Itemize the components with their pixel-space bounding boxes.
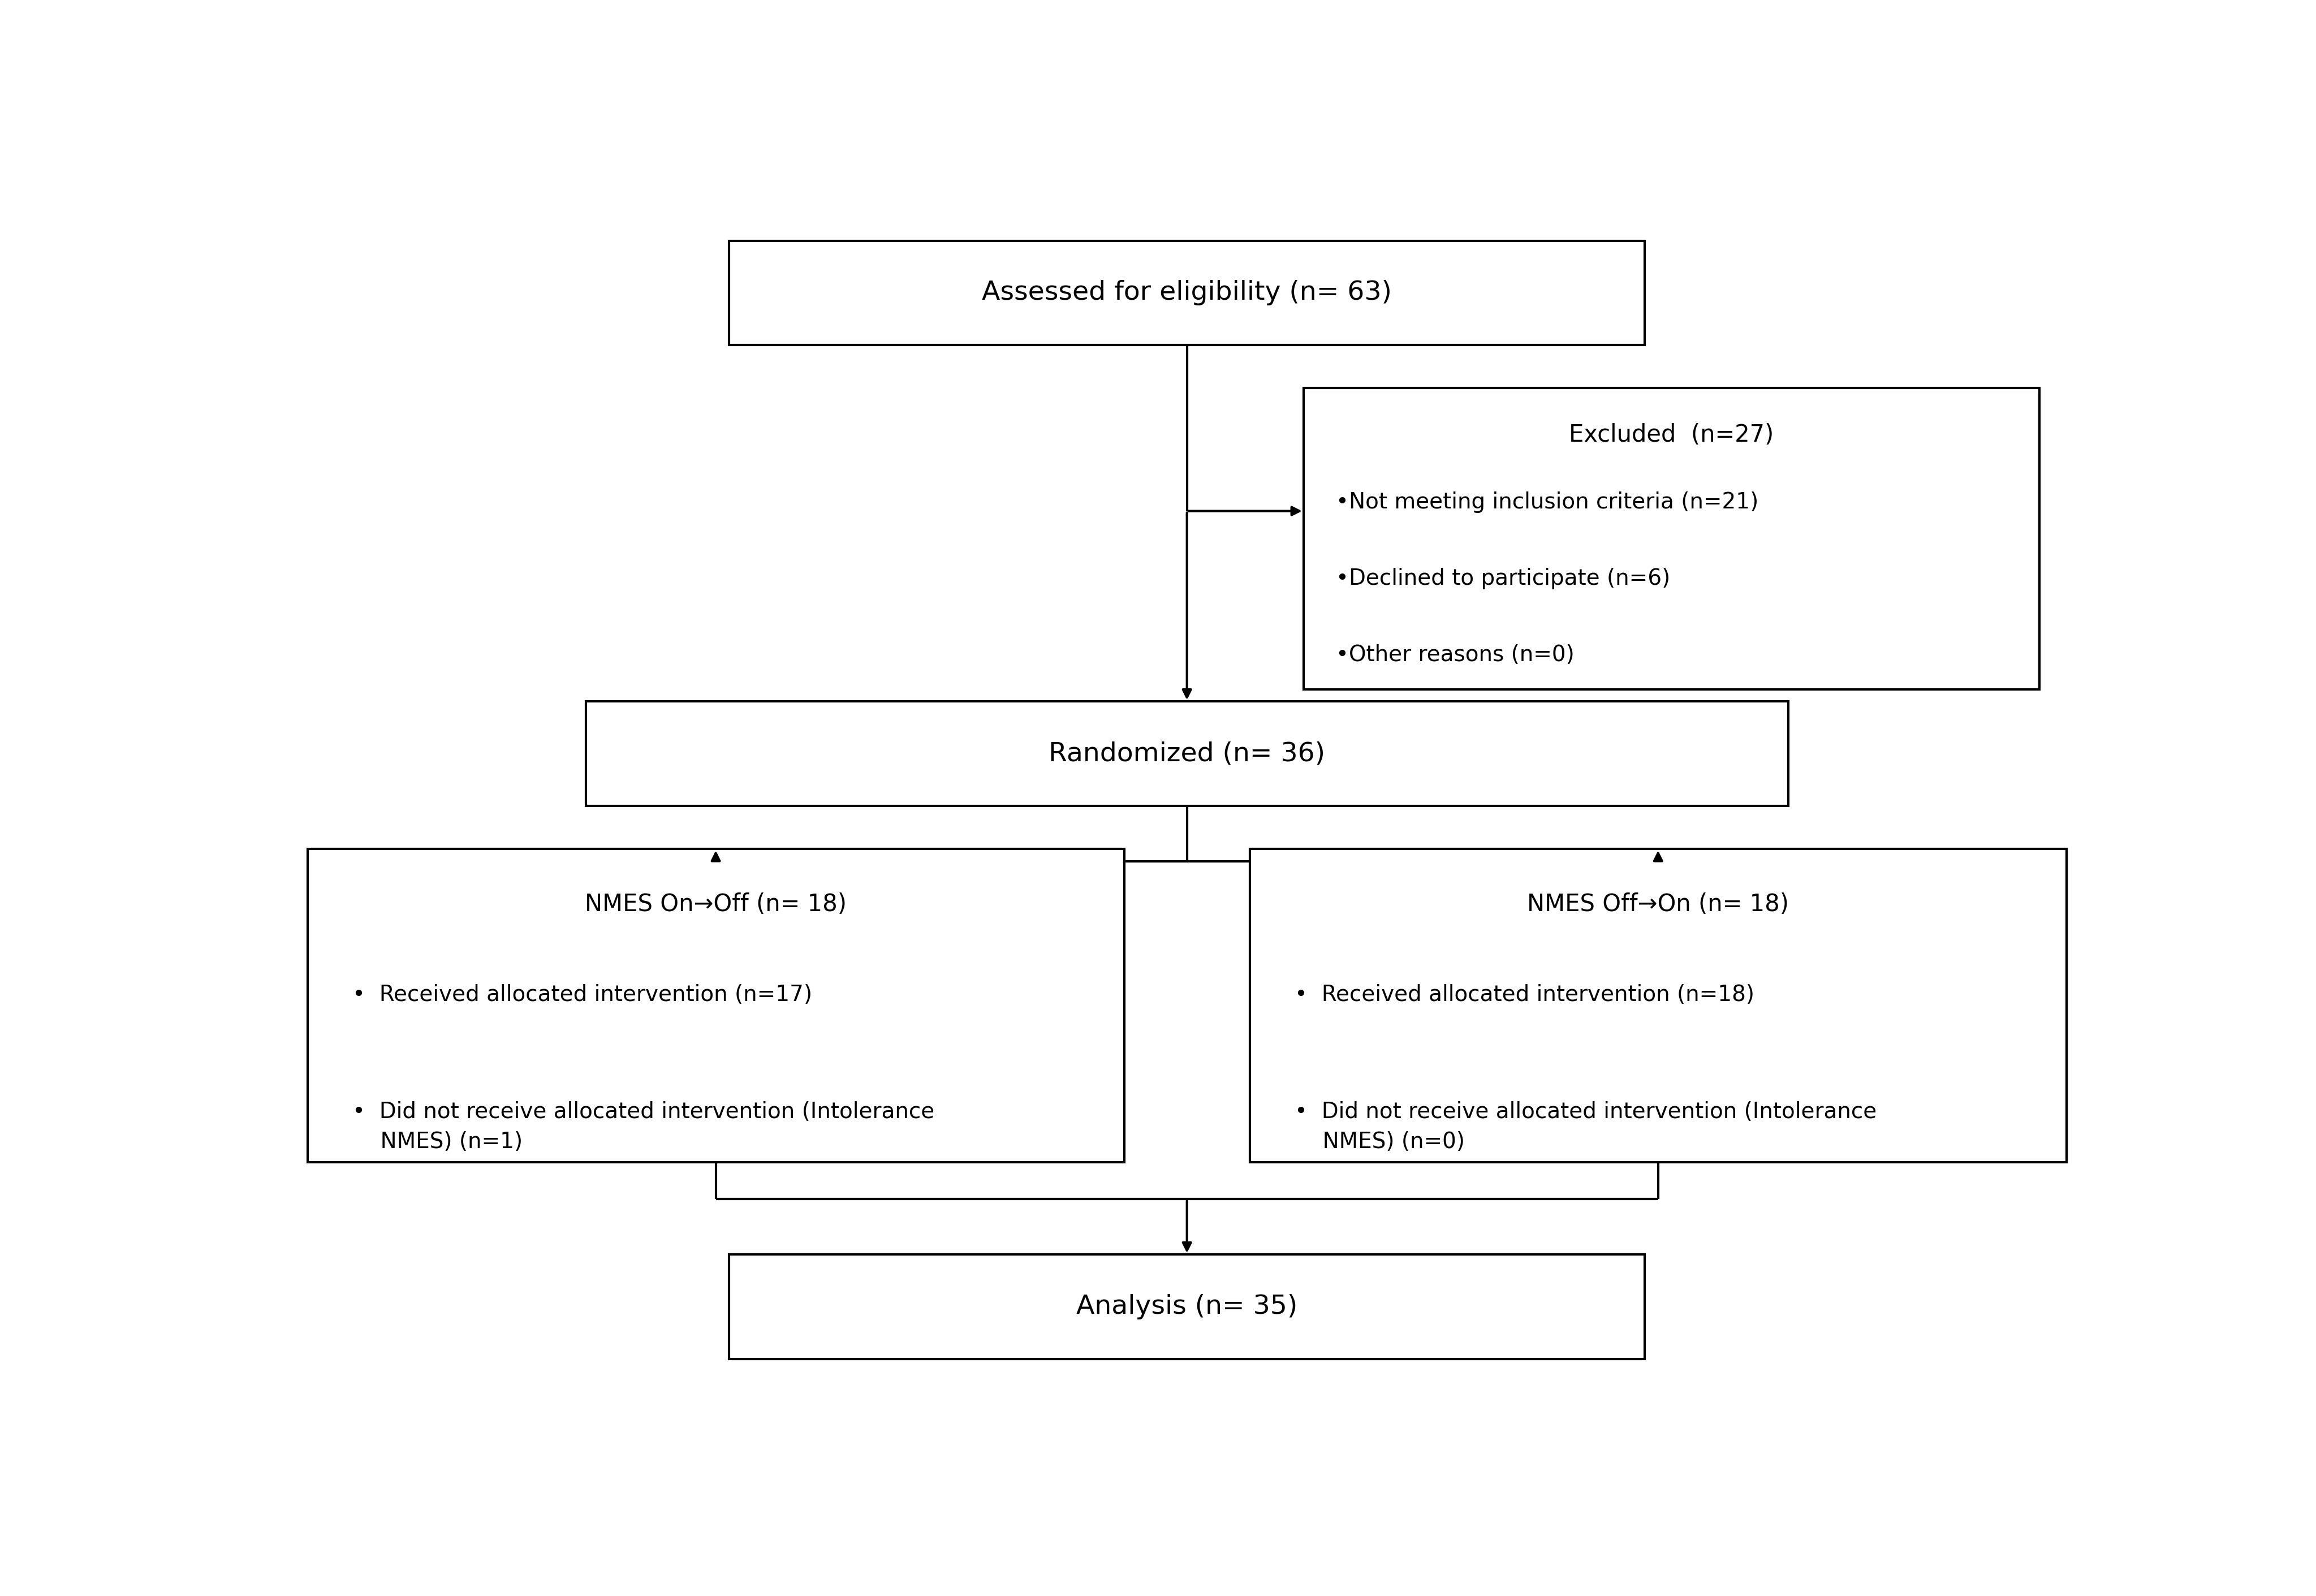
Text: •  Received allocated intervention (n=18): • Received allocated intervention (n=18): [1295, 985, 1756, 1005]
Bar: [1304, 388, 2040, 689]
Bar: [308, 849, 1123, 1162]
Text: •Declined to participate (n=6): •Declined to participate (n=6): [1336, 568, 1670, 589]
Text: NMES On→Off (n= 18): NMES On→Off (n= 18): [586, 892, 848, 916]
Bar: [586, 702, 1788, 806]
Text: Excluded  (n=27): Excluded (n=27): [1570, 423, 1774, 447]
Text: •Not meeting inclusion criteria (n=21): •Not meeting inclusion criteria (n=21): [1336, 492, 1758, 514]
Bar: [730, 1254, 1644, 1360]
Bar: [1251, 849, 2066, 1162]
Text: Randomized (n= 36): Randomized (n= 36): [1049, 741, 1325, 766]
Bar: [730, 241, 1644, 345]
Text: Assessed for eligibility (n= 63): Assessed for eligibility (n= 63): [982, 281, 1392, 305]
Text: •  Did not receive allocated intervention (Intolerance
    NMES) (n=0): • Did not receive allocated intervention…: [1295, 1101, 1876, 1152]
Text: •  Did not receive allocated intervention (Intolerance
    NMES) (n=1): • Did not receive allocated intervention…: [352, 1101, 933, 1152]
Text: NMES Off→On (n= 18): NMES Off→On (n= 18): [1526, 892, 1788, 916]
Text: •Other reasons (n=0): •Other reasons (n=0): [1336, 645, 1575, 666]
Text: •  Received allocated intervention (n=17): • Received allocated intervention (n=17): [352, 985, 813, 1005]
Text: Analysis (n= 35): Analysis (n= 35): [1077, 1294, 1297, 1320]
